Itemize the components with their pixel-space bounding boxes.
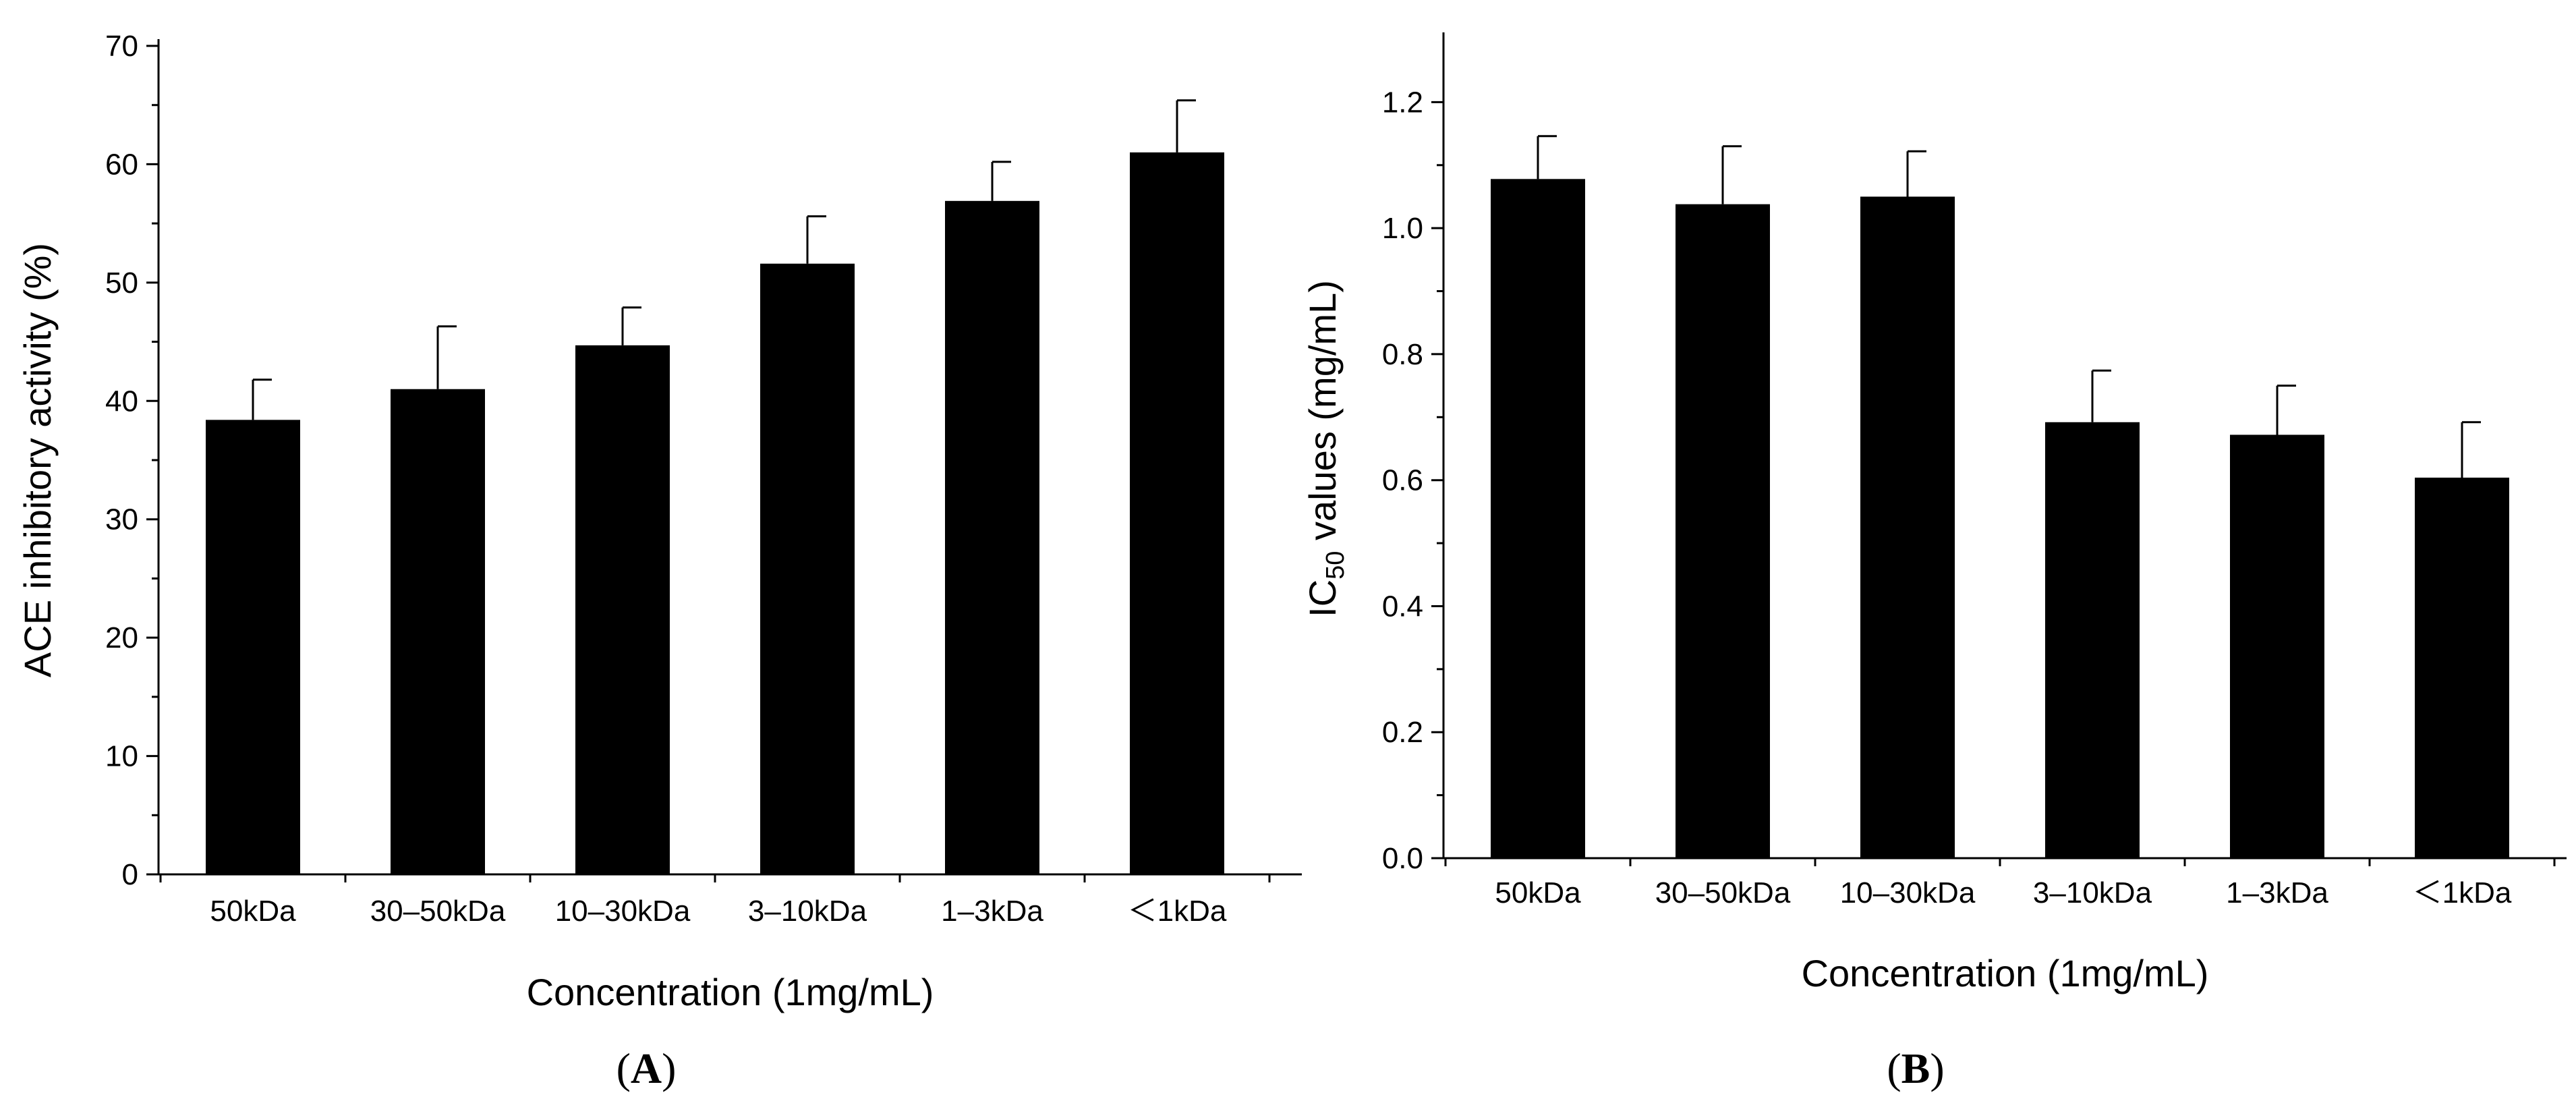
chart-panel-a: 0 10 20 30 40 50 60 70 50kDa 30–50kDa 10–30kDa 3–10… <box>16 30 1302 1092</box>
panel-label-letter: B <box>1901 1044 1930 1092</box>
x-axis-title: Concentration (1mg/mL) <box>1802 952 2209 994</box>
y-axis-title-rest: values (mg/mL) <box>1301 280 1344 551</box>
panel-label-letter: A <box>631 1044 662 1092</box>
bar <box>1130 152 1224 874</box>
y-tick-label: 10 <box>105 740 138 773</box>
y-axis-title: ACE inhibitory activity (%) <box>16 243 59 677</box>
bar <box>391 389 485 874</box>
bar <box>1676 204 1770 858</box>
panel-label-close: ) <box>1930 1044 1944 1092</box>
x-tick-label: 50kDa <box>210 895 296 928</box>
y-tick-label: 50 <box>105 266 138 300</box>
panel-label-open: ( <box>1887 1044 1901 1092</box>
bar <box>1860 196 1955 858</box>
bar <box>1491 179 1585 858</box>
bar <box>760 263 855 874</box>
x-tick-label: 50kDa <box>1495 876 1581 909</box>
y-tick-label: 1.0 <box>1382 212 1423 245</box>
y-tick-label: 20 <box>105 621 138 654</box>
x-tick-label: 10–30kDa <box>555 895 691 928</box>
x-tick-label: 10–30kDa <box>1840 876 1976 909</box>
x-tick-label: ＜1kDa <box>2413 876 2512 909</box>
y-axis-title: IC50 values (mg/mL) <box>1301 280 1350 617</box>
y-tick-label: 40 <box>105 385 138 418</box>
y-tick-label: 0.4 <box>1382 590 1423 623</box>
y-tick-label: 70 <box>105 30 138 63</box>
y-tick-label: 60 <box>105 148 138 181</box>
bar <box>2230 434 2324 858</box>
panel-label: (A) <box>617 1044 677 1092</box>
panel-label-close: ) <box>662 1044 676 1092</box>
bar <box>575 345 670 874</box>
panel-label-open: ( <box>617 1044 631 1092</box>
x-tick-label: 30–50kDa <box>1655 876 1791 909</box>
y-tick-label: 0.8 <box>1382 338 1423 371</box>
x-tick-label: ＜1kDa <box>1128 895 1227 928</box>
x-tick-label: 3–10kDa <box>2033 876 2152 909</box>
x-tick-label: 1–3kDa <box>2226 876 2328 909</box>
y-tick-label: 0.0 <box>1382 842 1423 875</box>
x-axis-title: Concentration (1mg/mL) <box>527 971 934 1013</box>
x-tick-label: 30–50kDa <box>370 895 506 928</box>
y-tick-label: 1.2 <box>1382 86 1423 119</box>
bar <box>945 200 1039 875</box>
bar <box>2045 422 2140 858</box>
y-tick-label: 0 <box>122 858 138 891</box>
chart-panel-b: 0.0 0.2 0.4 0.6 0.8 1.0 1.2 50kDa 30–50kDa 10–30k… <box>1301 32 2567 1092</box>
y-axis-title-subscript: 50 <box>1321 551 1350 580</box>
y-tick-label: 30 <box>105 503 138 536</box>
y-axis-title-prefix: IC <box>1301 580 1344 617</box>
bar <box>2415 477 2509 858</box>
x-tick-label: 1–3kDa <box>941 895 1043 928</box>
x-tick-label: 3–10kDa <box>748 895 867 928</box>
y-tick-label: 0.6 <box>1382 464 1423 497</box>
panel-label: (B) <box>1887 1044 1944 1092</box>
y-tick-label: 0.2 <box>1382 716 1423 749</box>
bar <box>206 420 300 874</box>
